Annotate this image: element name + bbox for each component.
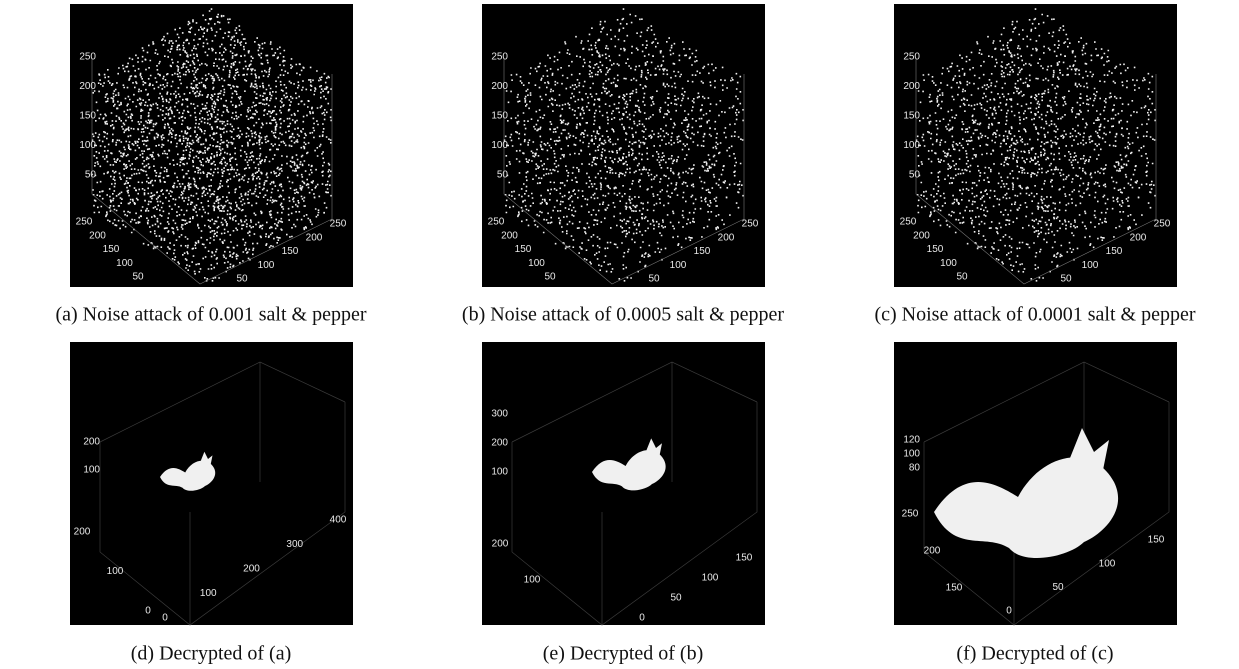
figure: 2502001501005025020015010050501001502002… xyxy=(0,0,1239,669)
x-tick-label: 50 xyxy=(1052,582,1064,593)
y-tick-label: 250 xyxy=(488,217,505,228)
caption: (e) Decrypted of (b) xyxy=(543,643,703,665)
x-tick-label: 250 xyxy=(1154,219,1171,230)
y-tick-label: 100 xyxy=(107,566,124,577)
y-tick-label: 150 xyxy=(927,244,944,255)
x-tick-label: 0 xyxy=(639,613,645,624)
y-tick-label: 200 xyxy=(492,539,509,550)
panel: 250 200 150 100 50 250 200 150 100 50 50 100 150 200 2… xyxy=(482,4,765,287)
x-tick-label: 100 xyxy=(200,588,217,599)
z-tick-label: 120 xyxy=(903,435,920,446)
y-tick-label: 50 xyxy=(956,272,968,283)
z-tick-label: 100 xyxy=(491,140,508,151)
x-tick-label: 400 xyxy=(330,515,347,526)
caption: (d) Decrypted of (a) xyxy=(131,643,291,665)
x-tick-label: 100 xyxy=(258,260,275,271)
panel: 200 100 200 100 00 100 200 300 400 xyxy=(70,342,353,625)
x-tick-label: 50 xyxy=(1060,274,1072,285)
z-tick-label: 200 xyxy=(491,438,508,449)
y-tick-label: 250 xyxy=(76,217,93,228)
y-tick-label: 100 xyxy=(940,258,957,269)
y-tick-label: 200 xyxy=(74,527,91,538)
z-tick-label: 100 xyxy=(491,467,508,478)
y-tick-label: 150 xyxy=(946,583,963,594)
z-tick-label: 80 xyxy=(909,463,921,474)
caption: (a) Noise attack of 0.001 salt & pepper xyxy=(55,304,366,326)
x-tick-label: 100 xyxy=(702,573,719,584)
z-tick-label: 100 xyxy=(79,140,96,151)
y-tick-label: 200 xyxy=(89,230,106,241)
y-tick-label: 200 xyxy=(913,230,930,241)
x-tick-label: 100 xyxy=(670,260,687,271)
caption: (c) Noise attack of 0.0001 salt & pepper xyxy=(874,304,1195,326)
caption: (f) Decrypted of (c) xyxy=(956,643,1113,665)
y-tick-label: 50 xyxy=(132,272,144,283)
z-tick-label: 100 xyxy=(83,465,100,476)
x-tick-label: 150 xyxy=(694,246,711,257)
x-tick-label: 0 xyxy=(162,613,168,624)
z-tick-label: 150 xyxy=(903,111,920,122)
y-tick-label: 200 xyxy=(924,546,941,557)
z-tick-label: 200 xyxy=(83,437,100,448)
z-tick-label: 150 xyxy=(79,111,96,122)
x-tick-label: 200 xyxy=(306,232,323,243)
y-tick-label: 100 xyxy=(528,258,545,269)
x-tick-label: 200 xyxy=(243,564,260,575)
x-tick-label: 150 xyxy=(282,246,299,257)
panel-background xyxy=(70,342,353,625)
z-tick-label: 300 xyxy=(491,409,508,420)
x-tick-label: 250 xyxy=(742,219,759,230)
z-tick-label: 200 xyxy=(491,81,508,92)
y-tick-label: 150 xyxy=(103,244,120,255)
x-tick-label: 300 xyxy=(286,539,303,550)
y-tick-label: 150 xyxy=(515,244,532,255)
z-tick-label: 200 xyxy=(79,81,96,92)
panel: 250 200 150 100 50 250 200 150 100 50 50 100 150 200 2… xyxy=(70,4,353,287)
z-tick-label: 250 xyxy=(491,52,508,63)
caption: (b) Noise attack of 0.0005 salt & pepper xyxy=(462,304,784,326)
x-tick-label: 150 xyxy=(1148,535,1165,546)
z-tick-label: 150 xyxy=(491,111,508,122)
panel: 250 200 150 100 50 250 200 150 100 50 50 100 150 200 2… xyxy=(894,4,1177,287)
y-tick-label: 100 xyxy=(116,258,133,269)
x-tick-label: 150 xyxy=(1106,246,1123,257)
z-tick-label: 100 xyxy=(903,449,920,460)
x-tick-label: 100 xyxy=(1082,260,1099,271)
panel: 300 200 100 200 100 0 50 100 150 xyxy=(482,342,765,625)
x-tick-label: 200 xyxy=(1130,232,1147,243)
z-tick-label: 100 xyxy=(903,140,920,151)
y-tick-label: 250 xyxy=(902,509,919,520)
z-tick-label: 50 xyxy=(85,170,97,181)
x-tick-label: 200 xyxy=(718,232,735,243)
y-tick-label: 50 xyxy=(544,272,556,283)
z-tick-label: 250 xyxy=(903,52,920,63)
z-tick-label: 200 xyxy=(903,81,920,92)
x-tick-label: 0 xyxy=(1006,606,1012,617)
y-tick-label: 200 xyxy=(501,230,518,241)
y-tick-label: 100 xyxy=(524,575,541,586)
x-tick-label: 50 xyxy=(648,274,660,285)
y-tick-label: 250 xyxy=(900,217,917,228)
x-tick-label: 150 xyxy=(736,553,753,564)
panel: 120 100 80 250 200 150 0 50 100 150 xyxy=(894,342,1177,625)
z-tick-label: 50 xyxy=(497,170,509,181)
x-tick-label: 50 xyxy=(670,593,682,604)
z-tick-label: 250 xyxy=(79,52,96,63)
z-tick-label: 50 xyxy=(909,170,921,181)
x-tick-label: 250 xyxy=(330,219,347,230)
y-tick-label: 0 xyxy=(145,606,151,617)
x-tick-label: 100 xyxy=(1099,558,1116,569)
x-tick-label: 50 xyxy=(236,274,248,285)
